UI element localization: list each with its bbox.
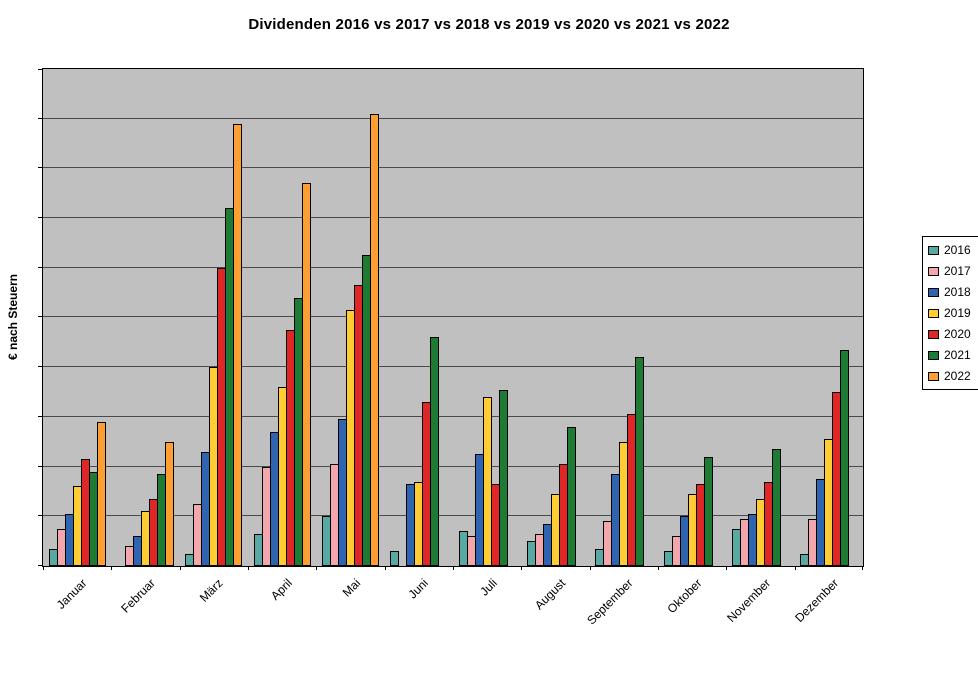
legend-swatch	[928, 371, 939, 381]
bar-2016-juni	[390, 551, 399, 566]
legend-item: 2020	[928, 327, 978, 341]
y-axis-title: € nach Steuern	[2, 68, 24, 565]
legend-swatch	[928, 287, 939, 297]
x-axis-label: August	[531, 576, 568, 613]
gridline	[43, 118, 863, 119]
x-axis-tick	[726, 566, 727, 570]
x-axis-label: Februar	[118, 576, 158, 616]
legend-item: 2022	[928, 369, 978, 383]
bar-2021-juni	[430, 337, 439, 566]
legend-item: 2017	[928, 264, 978, 278]
bar-2021-november	[772, 449, 781, 566]
x-axis-label: Dezember	[791, 576, 841, 626]
gridline	[43, 316, 863, 317]
x-axis-label: September	[584, 576, 636, 628]
y-axis-tick	[38, 416, 42, 417]
x-axis-label: März	[197, 576, 226, 605]
x-axis-tick	[795, 566, 796, 570]
x-axis-labels: Januar Februar März April Mai Juni Juli August S…	[42, 566, 862, 676]
y-axis-tick	[38, 267, 42, 268]
bar-2021-juli	[499, 390, 508, 566]
legend-label: 2022	[944, 369, 971, 383]
bar-2022-märz	[233, 124, 242, 566]
y-axis-tick	[38, 118, 42, 119]
gridline	[43, 466, 863, 467]
y-axis-tick	[38, 167, 42, 168]
y-axis-tick	[38, 515, 42, 516]
legend-label: 2018	[944, 285, 971, 299]
bar-2019-juli	[483, 397, 492, 566]
legend-item: 2016	[928, 243, 978, 257]
gridline	[43, 366, 863, 367]
y-axis-tick	[38, 366, 42, 367]
gridline	[43, 515, 863, 516]
x-axis-tick	[658, 566, 659, 570]
legend-swatch	[928, 266, 939, 276]
bar-2022-januar	[97, 422, 106, 566]
legend-label: 2020	[944, 327, 971, 341]
legend-label: 2016	[944, 243, 971, 257]
bar-2021-august	[567, 427, 576, 566]
y-axis-tick	[38, 69, 42, 70]
chart-title: Dividenden 2016 vs 2017 vs 2018 vs 2019 …	[248, 16, 730, 33]
gridline	[43, 267, 863, 268]
gridline	[43, 167, 863, 168]
x-axis-label: Oktober	[664, 576, 705, 617]
bar-2022-mai	[370, 114, 379, 566]
x-axis-tick	[521, 566, 522, 570]
x-axis-label: Juni	[405, 576, 431, 602]
bar-2021-dezember	[840, 350, 849, 566]
legend-swatch	[928, 245, 939, 255]
legend-item: 2021	[928, 348, 978, 362]
legend-label: 2021	[944, 348, 971, 362]
legend-label: 2019	[944, 306, 971, 320]
gridline	[43, 416, 863, 417]
bar-2022-april	[302, 183, 311, 566]
x-axis-tick	[180, 566, 181, 570]
y-axis-tick	[38, 316, 42, 317]
x-axis-label: Mai	[339, 576, 363, 600]
legend: 2016 2017 2018 2019 2020 2021 2022	[922, 236, 978, 390]
legend-item: 2019	[928, 306, 978, 320]
bar-2021-september	[635, 357, 644, 566]
legend-swatch	[928, 308, 939, 318]
x-axis-tick	[590, 566, 591, 570]
x-axis-label: Juli	[477, 576, 500, 599]
legend-swatch	[928, 329, 939, 339]
x-axis-label: April	[268, 576, 295, 603]
y-axis-tick	[38, 466, 42, 467]
x-axis-label: Januar	[54, 576, 90, 612]
x-axis-tick	[385, 566, 386, 570]
y-axis-tick	[38, 565, 42, 566]
plot-area	[38, 68, 864, 570]
x-axis-tick	[43, 566, 44, 570]
y-axis-title-text: € nach Steuern	[6, 273, 20, 360]
legend-item: 2018	[928, 285, 978, 299]
legend-label: 2017	[944, 264, 971, 278]
bar-2021-oktober	[704, 457, 713, 566]
x-axis-tick	[111, 566, 112, 570]
x-axis-tick	[248, 566, 249, 570]
bar-2022-februar	[165, 442, 174, 566]
x-axis-label: November	[723, 576, 773, 626]
x-axis-tick	[316, 566, 317, 570]
gridline	[43, 217, 863, 218]
legend-swatch	[928, 350, 939, 360]
x-axis-tick	[862, 566, 863, 570]
x-axis-tick	[453, 566, 454, 570]
y-axis-tick	[38, 217, 42, 218]
